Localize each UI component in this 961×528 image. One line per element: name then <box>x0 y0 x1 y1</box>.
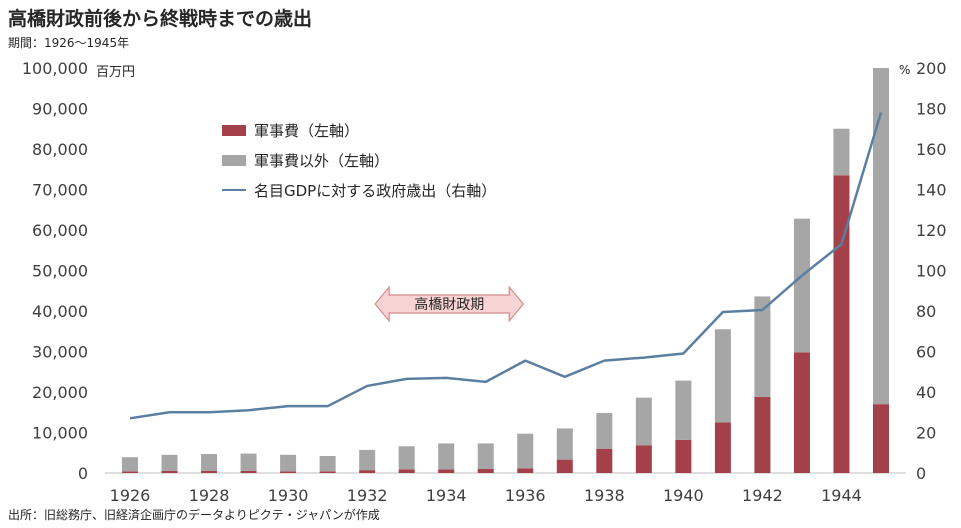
right-tick-label: 200 <box>916 59 947 78</box>
legend-label-gdp-ratio: 名目GDPに対する政府歳出（右軸） <box>254 181 497 200</box>
bar-non-military-1942 <box>754 296 771 397</box>
bar-military-1928 <box>201 470 218 473</box>
bar-non-military-1940 <box>675 380 692 440</box>
legend-swatch-non-military <box>222 154 246 166</box>
chart-period: 期間：1926〜1945年 <box>8 36 130 50</box>
bar-non-military-1932 <box>359 449 376 471</box>
x-tick-label: 1940 <box>663 486 704 505</box>
bar-non-military-1929 <box>240 453 257 471</box>
x-tick-label: 1926 <box>110 486 151 505</box>
bar-military-1934 <box>438 469 455 473</box>
bar-military-1931 <box>319 471 336 473</box>
bar-military-1944 <box>833 175 850 473</box>
left-tick-label: 50,000 <box>32 262 88 281</box>
left-tick-label: 100,000 <box>22 59 88 78</box>
bar-military-1936 <box>517 468 534 473</box>
left-tick-label: 40,000 <box>32 302 88 321</box>
legend-item-non-military: 軍事費以外（左軸） <box>222 145 496 175</box>
x-tick-label: 1934 <box>426 486 467 505</box>
bar-non-military-1927 <box>161 454 178 471</box>
chart-title: 高橋財政前後から終戦時までの歳出 <box>8 8 313 30</box>
x-tick-label: 1928 <box>189 486 230 505</box>
x-tick-label: 1936 <box>505 486 546 505</box>
legend: 軍事費（左軸） 軍事費以外（左軸） 名目GDPに対する政府歳出（右軸） <box>222 115 496 205</box>
right-axis-tick-labels: 0 20 40 60 80 100 120 140 160 180 200 <box>916 59 947 483</box>
x-tick-label: 1932 <box>347 486 388 505</box>
x-tick-label: 1938 <box>584 486 625 505</box>
bar-military-1935 <box>477 468 494 473</box>
right-tick-label: 180 <box>916 100 947 119</box>
legend-label-non-military: 軍事費以外（左軸） <box>254 151 390 170</box>
bar-military-1939 <box>635 445 652 473</box>
bar-non-military-1944 <box>833 128 850 176</box>
legend-label-military: 軍事費（左軸） <box>254 121 360 140</box>
bar-military-1940 <box>675 439 692 473</box>
left-tick-label: 80,000 <box>32 140 88 159</box>
bar-non-military-1935 <box>477 443 494 469</box>
left-tick-label: 60,000 <box>32 221 88 240</box>
right-tick-label: 40 <box>916 383 936 402</box>
bar-military-1930 <box>280 471 297 473</box>
bar-non-military-1933 <box>398 446 415 470</box>
bar-non-military-1937 <box>556 428 573 460</box>
right-axis-unit: % <box>899 63 911 77</box>
right-tick-label: 140 <box>916 181 947 200</box>
bar-non-military-1931 <box>319 455 336 472</box>
bar-military-1943 <box>793 352 810 473</box>
bar-military-1927 <box>161 470 178 473</box>
right-tick-label: 20 <box>916 424 936 443</box>
source-note: 出所：旧総務庁、旧経済企画庁のデータよりピクテ・ジャパンが作成 <box>8 508 380 522</box>
bar-military-1937 <box>556 459 573 473</box>
bar-military-1942 <box>754 396 771 473</box>
right-tick-label: 60 <box>916 343 936 362</box>
takahashi-period-arrow: 高橋財政期 <box>374 285 525 323</box>
bar-non-military-1928 <box>201 453 218 471</box>
bar-non-military-1926 <box>122 457 138 472</box>
bar-non-military-1941 <box>714 329 731 423</box>
bar-military-1926 <box>122 471 138 473</box>
left-axis-tick-labels: 0 10,000 20,000 30,000 40,000 50,000 60,000 70,… <box>22 59 88 483</box>
bar-non-military-1945 <box>873 68 889 405</box>
left-tick-label: 10,000 <box>32 424 88 443</box>
bar-non-military-1943 <box>793 218 810 353</box>
x-tick-label: 1930 <box>268 486 309 505</box>
right-tick-label: 80 <box>916 302 936 321</box>
bar-military-1938 <box>596 448 613 473</box>
right-tick-label: 160 <box>916 140 947 159</box>
gdp-ratio-line <box>129 112 883 420</box>
legend-swatch-military <box>222 124 246 136</box>
bar-non-military-1936 <box>517 433 534 469</box>
bar-military-1945 <box>873 404 889 473</box>
x-axis-tick-labels: 1926 1928 1930 1932 1934 1936 1938 1940 1942 1944 <box>110 486 862 505</box>
left-tick-label: 90,000 <box>32 100 88 119</box>
legend-item-gdp-ratio: 名目GDPに対する政府歳出（右軸） <box>222 175 496 205</box>
right-tick-label: 100 <box>916 262 947 281</box>
bar-military-1941 <box>714 422 731 473</box>
bar-series <box>122 68 889 473</box>
left-axis-unit: 百万円 <box>96 65 136 80</box>
bar-military-1929 <box>240 470 257 473</box>
bar-military-1933 <box>398 469 415 473</box>
left-tick-label: 30,000 <box>32 343 88 362</box>
bar-non-military-1930 <box>280 454 297 472</box>
x-tick-label: 1942 <box>742 486 783 505</box>
left-tick-label: 70,000 <box>32 181 88 200</box>
legend-swatch-gdp-ratio <box>222 189 246 191</box>
legend-item-military: 軍事費（左軸） <box>222 115 496 145</box>
right-tick-label: 0 <box>916 464 926 483</box>
left-tick-label: 20,000 <box>32 383 88 402</box>
bar-military-1932 <box>359 470 376 473</box>
bar-non-military-1934 <box>438 443 455 470</box>
annotation-label: 高橋財政期 <box>414 296 484 313</box>
right-tick-label: 120 <box>916 221 947 240</box>
double-arrow-icon <box>374 285 525 323</box>
x-tick-label: 1944 <box>821 486 862 505</box>
bar-non-military-1938 <box>596 413 613 449</box>
bar-non-military-1939 <box>635 397 652 446</box>
left-tick-label: 0 <box>78 464 88 483</box>
